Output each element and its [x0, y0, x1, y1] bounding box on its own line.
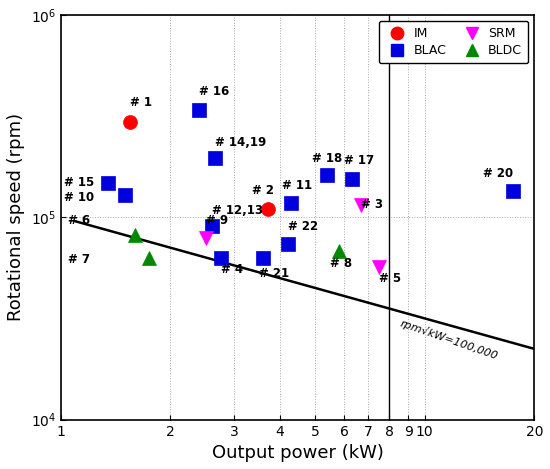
Text: # 22: # 22: [288, 220, 318, 233]
Text: # 18: # 18: [312, 152, 342, 165]
Text: rpm√kW=100,000: rpm√kW=100,000: [399, 318, 500, 361]
Text: # 5: # 5: [379, 272, 401, 285]
Text: # 8: # 8: [330, 257, 353, 270]
Text: # 2: # 2: [252, 184, 274, 197]
Text: # 10: # 10: [64, 191, 94, 204]
Text: # 6: # 6: [68, 214, 91, 227]
Text: # 7: # 7: [68, 253, 90, 266]
Text: # 12,13: # 12,13: [212, 204, 263, 217]
Text: # 3: # 3: [361, 198, 383, 212]
Text: # 1: # 1: [130, 96, 152, 109]
X-axis label: Output power (kW): Output power (kW): [212, 444, 383, 462]
Text: # 16: # 16: [199, 84, 229, 98]
Text: # 21: # 21: [258, 266, 289, 280]
Text: # 4: # 4: [221, 263, 243, 276]
Text: # 20: # 20: [483, 166, 514, 180]
Text: # 17: # 17: [344, 154, 374, 167]
Y-axis label: Rotational speed (rpm): Rotational speed (rpm): [7, 113, 25, 321]
Text: # 11: # 11: [282, 179, 312, 192]
Legend: IM, BLAC, SRM, BLDC: IM, BLAC, SRM, BLDC: [379, 21, 528, 63]
Text: # 9: # 9: [206, 214, 228, 227]
Text: # 15: # 15: [64, 176, 94, 189]
Text: # 14,19: # 14,19: [215, 136, 266, 149]
